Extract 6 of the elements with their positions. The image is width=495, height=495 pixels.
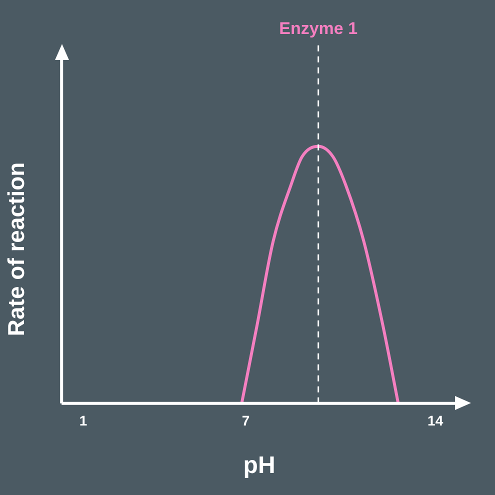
x-tick-label: 14 (428, 412, 444, 429)
ref-line-label: Enzyme 1 (279, 19, 358, 38)
y-axis-title: Rate of reaction (3, 162, 30, 336)
x-axis-title: pH (243, 452, 276, 480)
x-tick-label: 7 (242, 412, 250, 429)
x-tick-label: 1 (79, 412, 88, 429)
